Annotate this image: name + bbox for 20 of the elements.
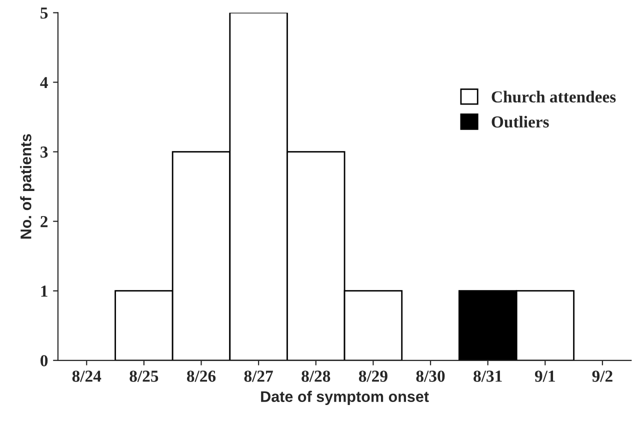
y-tick-label: 2	[40, 216, 48, 228]
y-axis-title: No. of patients	[20, 134, 34, 239]
x-tick-label: 8/26	[186, 370, 216, 382]
x-tick-label: 8/25	[130, 370, 158, 382]
legend-label: Church attendees	[492, 90, 616, 103]
y-tick-label: 0	[40, 355, 48, 366]
y-tick-label: 4	[40, 77, 48, 88]
x-tick-label: 9/2	[592, 370, 612, 382]
x-tick-label: 8/28	[302, 370, 330, 382]
x-axis-title: Date of symptom onset	[261, 390, 429, 406]
y-tick-label: 5	[40, 8, 48, 19]
y-tick-label: 3	[40, 146, 48, 158]
x-tick-label: 8/27	[244, 370, 273, 382]
legend-label: Outliers	[492, 116, 549, 128]
x-tick-label: 8/31	[474, 370, 502, 382]
x-tick-label: 8/29	[358, 370, 388, 382]
x-tick-label: 9/1	[534, 370, 555, 382]
y-tick-label: 1	[41, 286, 48, 297]
x-tick-label: 8/24	[72, 370, 102, 382]
x-tick-label: 8/30	[416, 370, 445, 382]
